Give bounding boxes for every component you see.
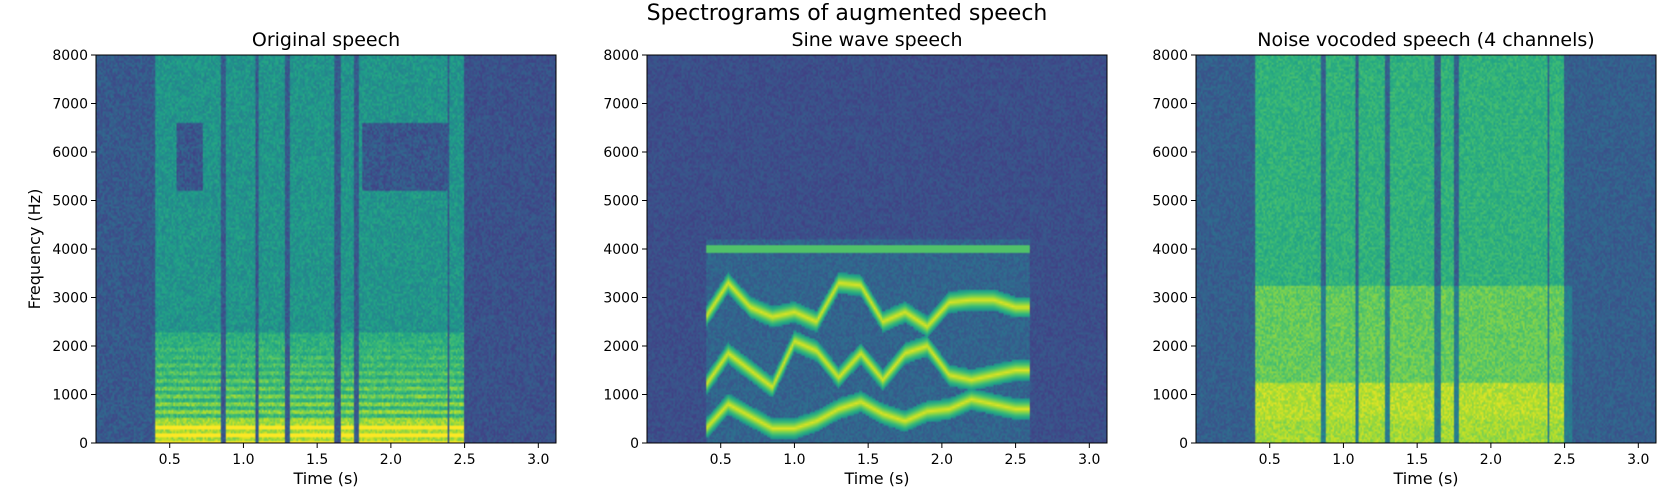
y-tick-label: 3000 <box>1152 291 1188 307</box>
x-tick-label: 1.0 <box>232 452 254 468</box>
y-tick-label: 4000 <box>603 242 639 258</box>
x-tick-label: 0.5 <box>710 452 732 468</box>
y-tick-label: 6000 <box>52 145 88 161</box>
y-tick-label: 8000 <box>603 48 639 64</box>
x-tick-label: 3.0 <box>1627 452 1649 468</box>
x-tick-label: 2.5 <box>1004 452 1026 468</box>
x-tick-label: 2.0 <box>931 452 953 468</box>
spectrogram-panel-3: 0.5 1.0 1.5 2.0 2.5 3.0 0 1000 2000 3000 4000 5000 6… <box>1152 29 1657 487</box>
y-tick-label: 4000 <box>52 242 88 258</box>
x-tick-label: 0.5 <box>1259 452 1281 468</box>
y-tick-label: 1000 <box>52 388 88 404</box>
x-tick-label: 2.0 <box>380 452 402 468</box>
x-tick-label: 1.0 <box>1332 452 1354 468</box>
y-tick-label: 0 <box>1179 436 1188 452</box>
y-tick-label: 1000 <box>603 388 639 404</box>
y-axis-label: Frequency (Hz) <box>25 189 44 310</box>
spectrogram-heatmap <box>1196 55 1656 443</box>
y-tick-label: 7000 <box>1152 97 1188 113</box>
y-tick-label: 6000 <box>603 145 639 161</box>
spectrogram-heatmap <box>647 55 1107 443</box>
spectrogram-panel-1: 0.5 1.0 1.5 2.0 2.5 3.0 0 1000 2000 3000 4000 5000 6… <box>25 29 557 487</box>
y-tick-label: 2000 <box>1152 339 1188 355</box>
y-tick-label: 6000 <box>1152 145 1188 161</box>
figure-suptitle: Spectrograms of augmented speech <box>647 1 1048 26</box>
y-tick-label: 2000 <box>52 339 88 355</box>
x-tick-label: 1.5 <box>857 452 879 468</box>
y-tick-label: 7000 <box>603 97 639 113</box>
x-tick-label: 1.5 <box>1406 452 1428 468</box>
x-tick-label: 1.5 <box>306 452 328 468</box>
x-axis-label: Time (s) <box>843 469 909 487</box>
y-tick-label: 7000 <box>52 97 88 113</box>
x-tick-label: 2.0 <box>1480 452 1502 468</box>
spectrogram-panel-2: 0.5 1.0 1.5 2.0 2.5 3.0 0 1000 2000 3000 4000 5000 6… <box>603 29 1108 487</box>
panel-title: Noise vocoded speech (4 channels) <box>1257 29 1594 51</box>
x-axis-label: Time (s) <box>1392 469 1458 487</box>
y-tick-label: 5000 <box>1152 194 1188 210</box>
y-tick-label: 0 <box>79 436 88 452</box>
y-tick-label: 3000 <box>603 291 639 307</box>
x-tick-label: 0.5 <box>159 452 181 468</box>
x-tick-label: 3.0 <box>527 452 549 468</box>
y-tick-label: 8000 <box>52 48 88 64</box>
panel-title: Original speech <box>252 29 400 51</box>
x-tick-label: 1.0 <box>783 452 805 468</box>
y-tick-label: 2000 <box>603 339 639 355</box>
y-tick-label: 5000 <box>52 194 88 210</box>
x-axis-label: Time (s) <box>292 469 358 487</box>
x-tick-label: 2.5 <box>453 452 475 468</box>
x-tick-label: 2.5 <box>1553 452 1575 468</box>
y-tick-label: 3000 <box>52 291 88 307</box>
y-tick-label: 0 <box>630 436 639 452</box>
spectrogram-heatmap <box>96 55 556 443</box>
y-tick-label: 1000 <box>1152 388 1188 404</box>
y-tick-label: 5000 <box>603 194 639 210</box>
x-tick-label: 3.0 <box>1078 452 1100 468</box>
y-tick-label: 8000 <box>1152 48 1188 64</box>
panel-title: Sine wave speech <box>791 29 962 51</box>
y-tick-label: 4000 <box>1152 242 1188 258</box>
